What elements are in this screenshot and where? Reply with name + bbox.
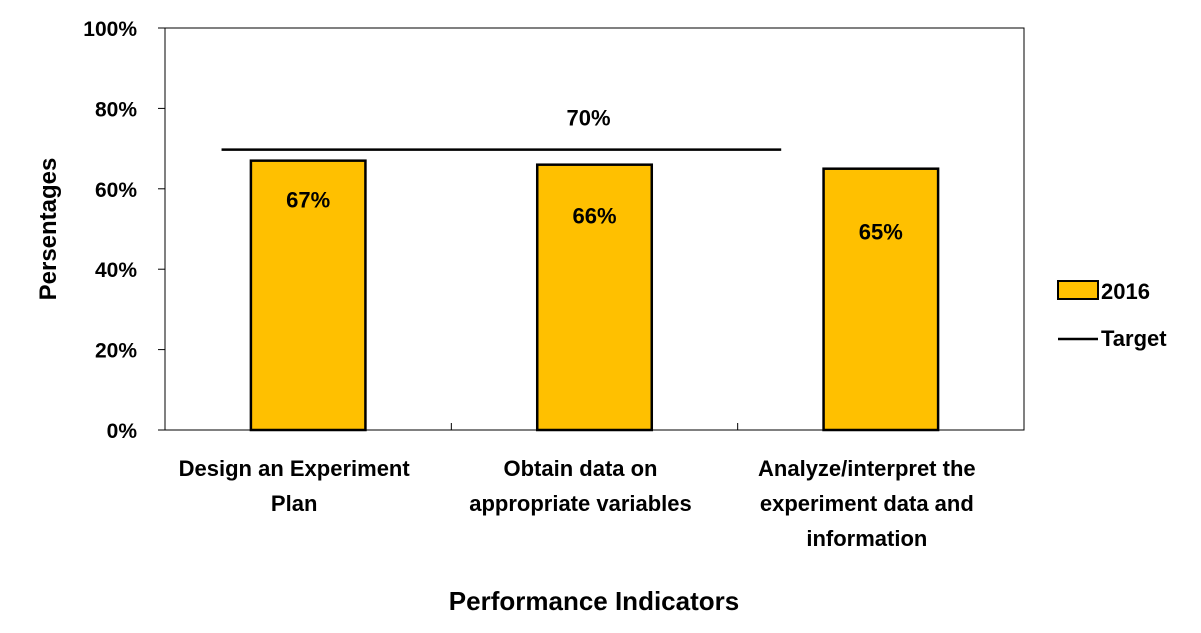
x-category-label: Obtain data on xyxy=(504,456,658,481)
legend-label-target: Target xyxy=(1101,326,1167,351)
x-category-label: Analyze/interpret the xyxy=(758,456,976,481)
legend-label-2016: 2016 xyxy=(1101,279,1150,304)
y-tick-label: 80% xyxy=(95,98,137,121)
bars-layer: 67% 66% 65% xyxy=(249,159,940,432)
y-tick-label: 100% xyxy=(83,18,137,41)
legend: 2016 Target xyxy=(1057,279,1167,351)
x-axis-title: Performance Indicators xyxy=(449,586,739,616)
y-tick-label: 20% xyxy=(95,340,137,363)
bar xyxy=(822,167,940,432)
target-layer: 70% xyxy=(221,106,782,151)
bar-data-label: 67% xyxy=(286,188,330,213)
bar-data-label: 66% xyxy=(572,204,616,229)
y-tick-label: 0% xyxy=(107,420,138,443)
bar xyxy=(535,163,654,432)
x-category-label: information xyxy=(806,526,927,551)
x-category-label: experiment data and xyxy=(760,491,974,516)
x-category-label: Plan xyxy=(271,491,317,516)
x-category-label: Design an Experiment xyxy=(179,456,411,481)
bar-data-label: 65% xyxy=(859,220,903,245)
y-tick-label: 40% xyxy=(95,259,137,282)
x-category-label: appropriate variables xyxy=(469,491,692,516)
x-axis: Design an Experiment Plan Obtain data on ap… xyxy=(179,423,976,616)
target-label: 70% xyxy=(566,106,610,131)
bar xyxy=(249,159,367,432)
y-tick-label: 60% xyxy=(95,179,137,202)
y-axis: 0% 20% 40% 60% 80% 100% Persentages xyxy=(35,18,165,443)
y-axis-title: Persentages xyxy=(35,158,62,301)
legend-swatch-2016 xyxy=(1057,280,1099,300)
